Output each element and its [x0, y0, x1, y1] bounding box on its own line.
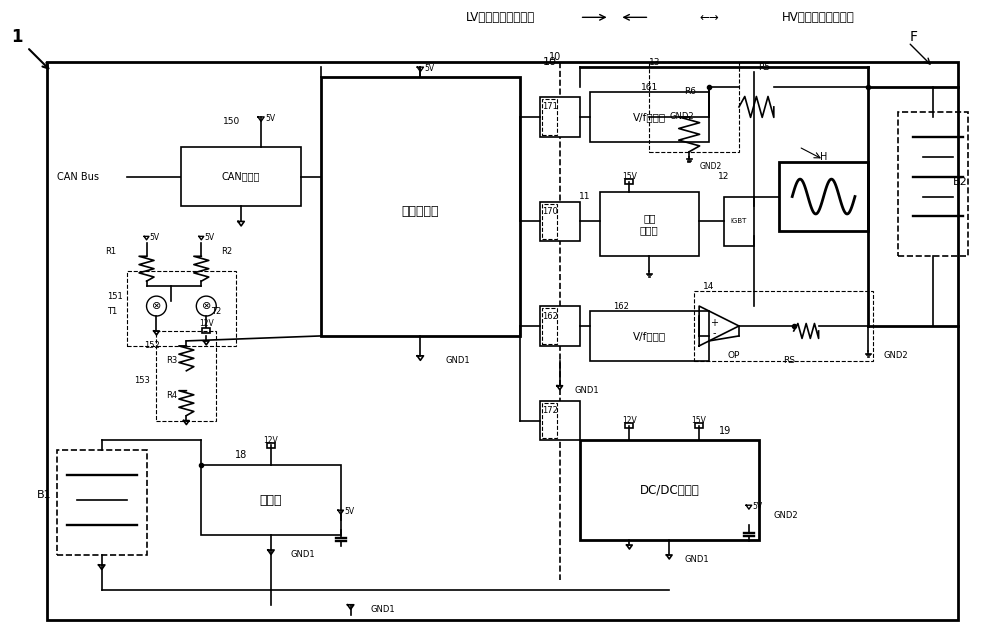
Bar [542, 308, 557, 344]
Text: 152: 152 [144, 342, 159, 351]
Bar [542, 99, 557, 135]
Text: ⊗: ⊗ [202, 301, 211, 311]
Text: 13: 13 [649, 58, 660, 67]
Bar [542, 203, 557, 239]
Text: 5V: 5V [150, 233, 160, 242]
Text: GND2: GND2 [669, 112, 694, 121]
Bar [267, 443, 275, 448]
Text: GND2: GND2 [699, 162, 721, 171]
Text: 栅极
驱动器: 栅极 驱动器 [640, 213, 659, 235]
Text: 14: 14 [703, 281, 715, 290]
Text: LV：低电压系统电路: LV：低电压系统电路 [465, 11, 535, 24]
Text: 12: 12 [718, 172, 730, 181]
Text: GND1: GND1 [445, 356, 470, 365]
Text: DC/DC转换器: DC/DC转换器 [639, 484, 699, 497]
Text: ←→: ←→ [699, 11, 719, 24]
Bar [201, 465, 341, 535]
Bar [625, 179, 633, 184]
Text: 161: 161 [641, 83, 658, 92]
Bar [540, 201, 580, 242]
Text: GND1: GND1 [371, 605, 395, 614]
Bar [127, 271, 236, 346]
Text: +: + [710, 318, 718, 328]
Text: CAN Bus: CAN Bus [57, 172, 99, 181]
Bar [542, 403, 557, 438]
Text: 172: 172 [542, 406, 558, 415]
Bar [898, 112, 968, 256]
Bar [694, 291, 873, 361]
Bar [724, 197, 754, 246]
Text: GND1: GND1 [684, 556, 709, 565]
Text: GND1: GND1 [575, 386, 599, 395]
Text: F: F [909, 30, 917, 44]
Text: GND2: GND2 [774, 511, 798, 520]
Text: GND1: GND1 [291, 551, 316, 560]
Text: 150: 150 [223, 117, 240, 126]
Text: R6: R6 [684, 87, 696, 97]
Text: B1: B1 [37, 490, 52, 500]
Bar [590, 92, 709, 142]
Bar [57, 451, 147, 555]
Text: 15V: 15V [692, 416, 707, 425]
Bar [540, 97, 580, 137]
Text: IGBT: IGBT [731, 219, 747, 224]
Text: 151: 151 [107, 292, 122, 301]
Text: 153: 153 [134, 376, 149, 385]
Text: 10: 10 [543, 57, 557, 67]
Bar [695, 423, 703, 428]
Bar [649, 62, 739, 152]
Text: R1: R1 [106, 247, 117, 256]
Text: 5V: 5V [265, 113, 275, 122]
Bar [580, 440, 759, 540]
Text: 调节器: 调节器 [260, 494, 282, 507]
Text: CAN收发器: CAN收发器 [222, 172, 260, 181]
Text: 170: 170 [542, 207, 558, 216]
Text: T1: T1 [107, 306, 117, 315]
Text: 5V: 5V [753, 502, 763, 511]
Text: 162: 162 [614, 301, 629, 310]
Text: R5: R5 [758, 63, 770, 72]
Bar [540, 306, 580, 346]
Text: 5V: 5V [204, 233, 215, 242]
Text: 12V: 12V [199, 319, 214, 328]
Text: 18: 18 [235, 451, 247, 460]
Text: 10: 10 [549, 52, 561, 62]
Bar [540, 401, 580, 440]
Text: ⊗: ⊗ [152, 301, 161, 311]
Text: 12V: 12V [264, 436, 278, 445]
Text: 162: 162 [542, 312, 558, 320]
Bar [156, 331, 216, 420]
Text: V/f转换部: V/f转换部 [633, 112, 666, 122]
Bar [321, 77, 520, 336]
Text: 11: 11 [579, 192, 590, 201]
Text: R4: R4 [166, 391, 178, 400]
Text: 1: 1 [11, 28, 23, 46]
Text: 微型计算机: 微型计算机 [402, 205, 439, 218]
Bar [600, 192, 699, 256]
Bar [590, 311, 709, 361]
Text: 19: 19 [719, 426, 731, 435]
Bar [779, 162, 868, 231]
Bar [47, 62, 958, 620]
Text: B2: B2 [953, 177, 968, 187]
Text: HV：高电压系统电路: HV：高电压系统电路 [782, 11, 855, 24]
Text: R3: R3 [166, 356, 178, 365]
Text: 5V: 5V [344, 507, 354, 516]
Text: GND2: GND2 [883, 351, 908, 360]
Text: 15V: 15V [622, 172, 637, 181]
Text: 171: 171 [542, 103, 558, 112]
Text: R2: R2 [221, 247, 232, 256]
Bar [181, 147, 301, 206]
Text: OP: OP [728, 351, 740, 360]
Bar [202, 328, 210, 333]
Text: T2: T2 [211, 306, 222, 315]
Text: RS: RS [783, 356, 795, 365]
Text: 5V: 5V [424, 64, 435, 73]
Text: 12V: 12V [622, 416, 637, 425]
Text: V/f转换部: V/f转换部 [633, 331, 666, 341]
Text: -: - [712, 328, 716, 338]
Bar [625, 423, 633, 428]
Text: H: H [820, 152, 827, 162]
